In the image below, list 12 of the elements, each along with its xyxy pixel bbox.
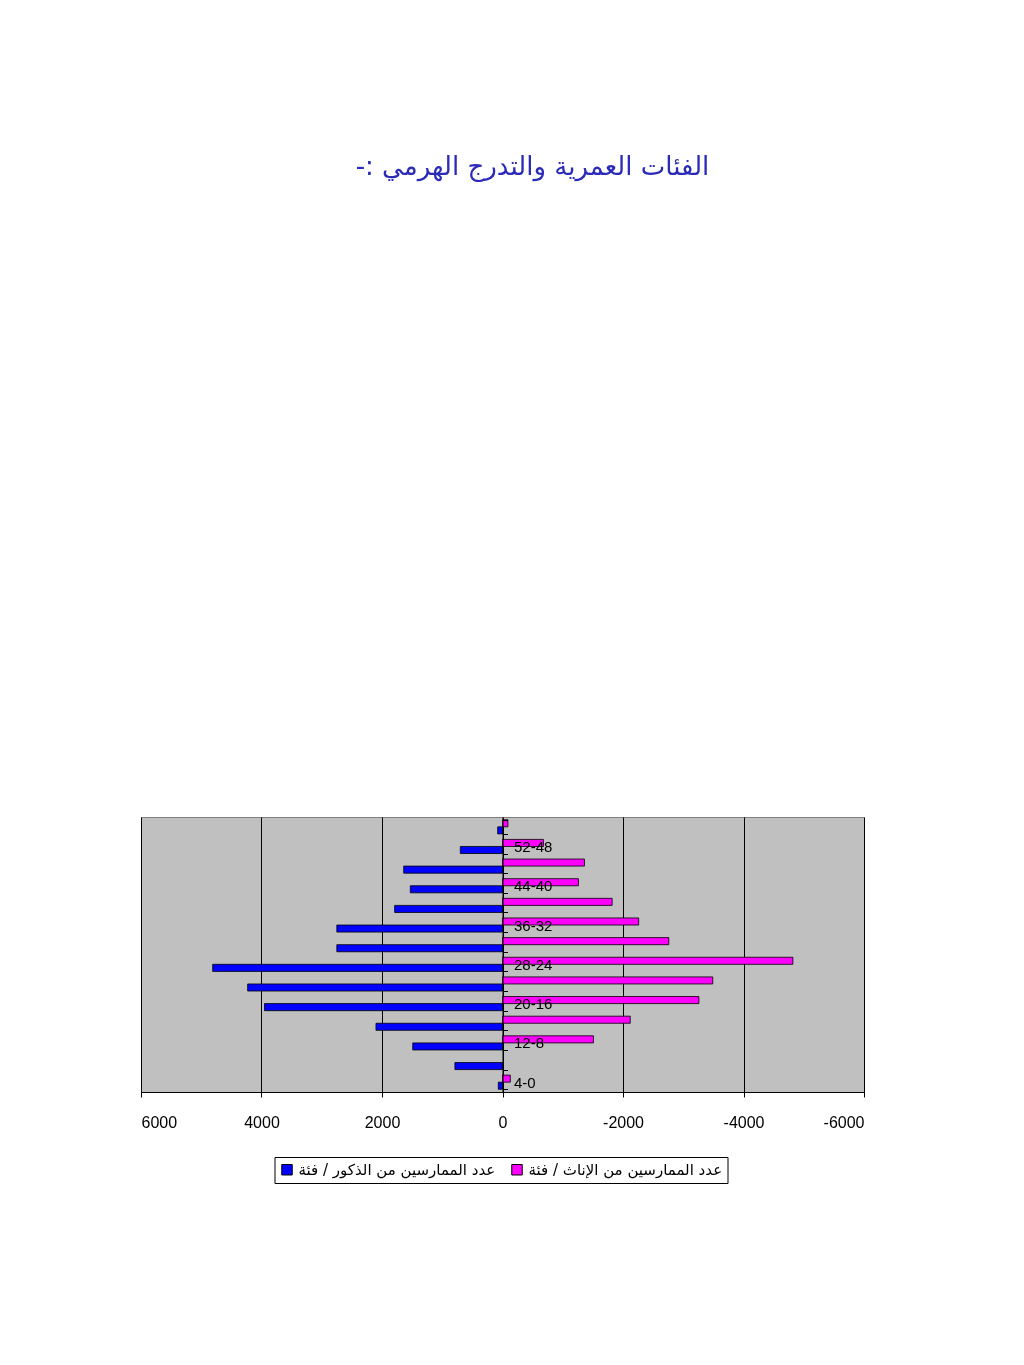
y-tick-label: 28-24	[514, 955, 553, 973]
x-tick-label: -2000	[603, 1113, 645, 1131]
x-tick-label: -4000	[723, 1113, 765, 1131]
x-tick-label: 2000	[364, 1113, 401, 1131]
legend-label: عدد الممارسين من الذكور / فئة	[298, 1160, 496, 1179]
chart-title: الفئات العمرية والتدرج الهرمي :-	[355, 151, 710, 182]
legend-label: عدد الممارسين من الإناث / فئة	[528, 1160, 723, 1179]
x-tick-label: -6000	[823, 1113, 865, 1131]
y-tick-label: 4-0	[514, 1073, 536, 1091]
x-tick-label: 0	[498, 1113, 508, 1131]
x-tick-label: 4000	[244, 1113, 280, 1131]
x-tick-label: 6000	[141, 1113, 178, 1131]
